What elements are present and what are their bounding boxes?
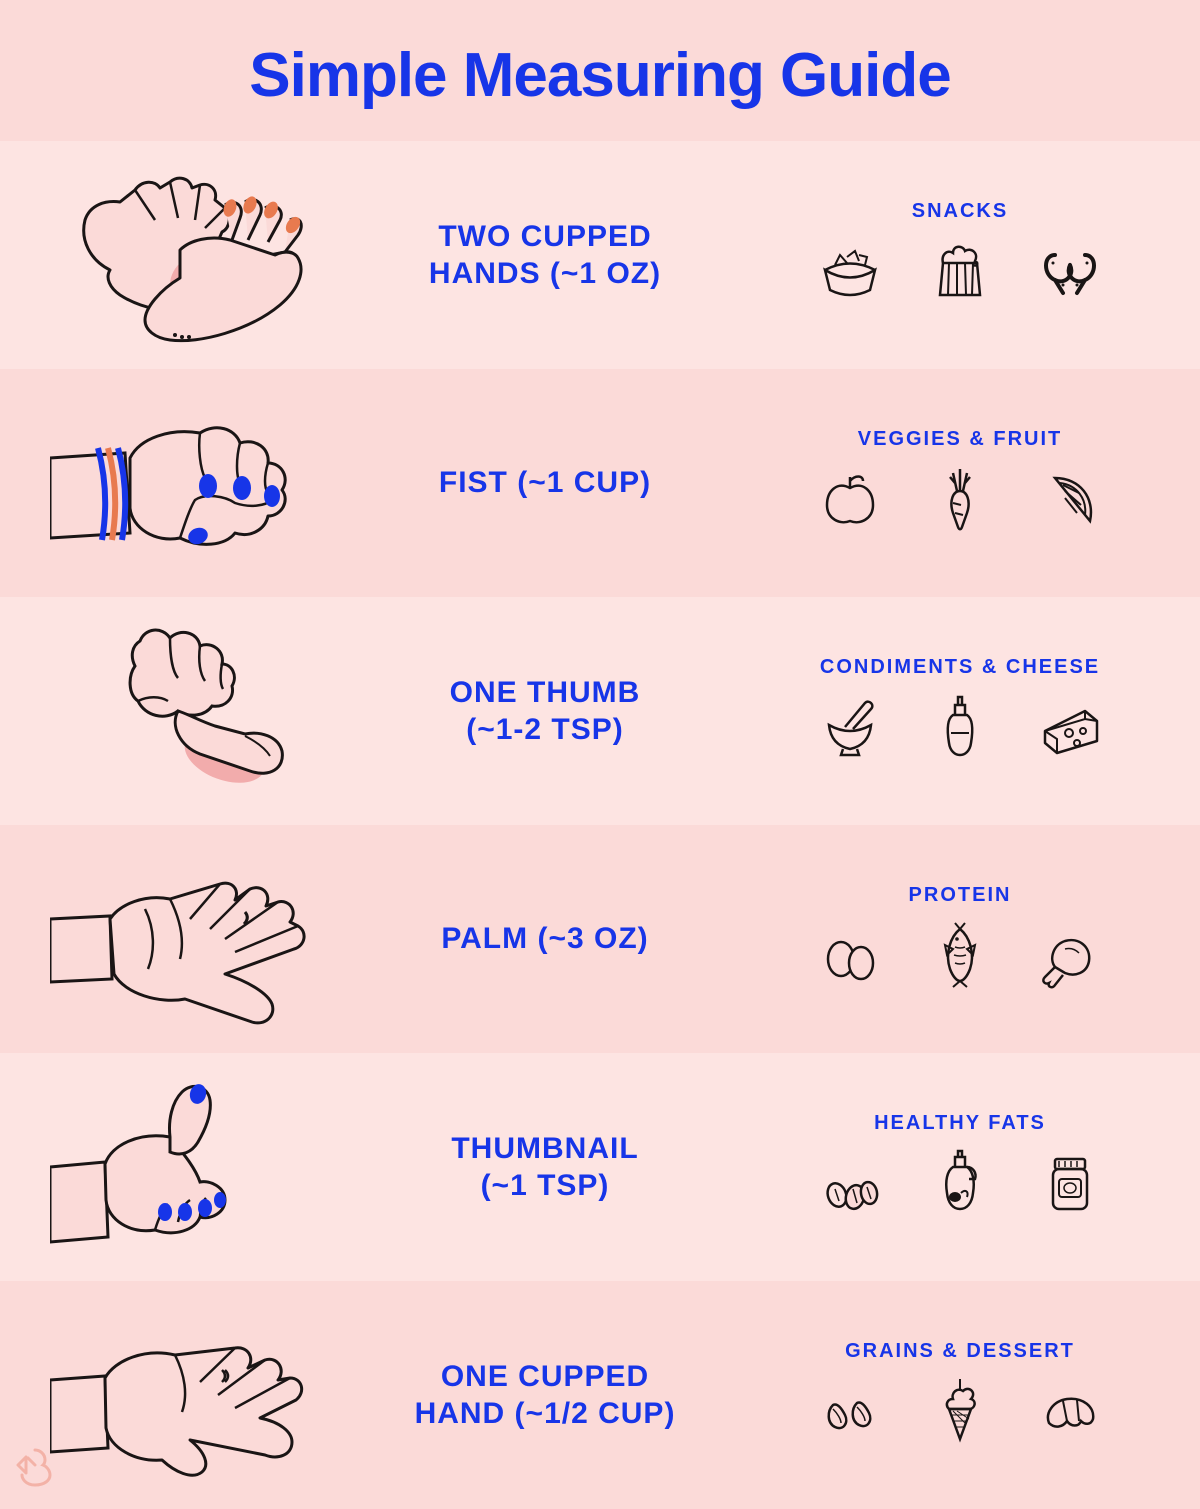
fish-icon: [925, 919, 995, 994]
thumb-illustration: [30, 616, 330, 806]
category-cell: VEGGIES & FRUIT: [760, 428, 1160, 538]
category-label: HEALTHY FATS: [874, 1112, 1046, 1135]
category-label: VEGGIES & FRUIT: [858, 428, 1062, 451]
carrot-icon: [925, 463, 995, 538]
measurement-label: ONE THUMB(~1-2 TSP): [330, 674, 760, 749]
sauce-bottle-icon: [925, 691, 995, 766]
measurement-label: ONE CUPPEDHAND (~1/2 CUP): [330, 1358, 760, 1433]
chips-bowl-icon: [815, 235, 885, 310]
measurement-line: PALM (~3 OZ): [340, 920, 750, 958]
food-icon-group: [815, 1147, 1105, 1222]
olive-oil-icon: [925, 1147, 995, 1222]
ice-cream-cone-icon: [925, 1375, 995, 1450]
page-title: Simple Measuring Guide: [0, 0, 1200, 141]
two-cupped-hands-illustration: [30, 160, 330, 350]
category-label: GRAINS & DESSERT: [845, 1340, 1075, 1363]
category-label: SNACKS: [912, 200, 1008, 223]
mortar-icon: [815, 691, 885, 766]
measurement-label: FIST (~1 CUP): [330, 464, 760, 502]
measurement-line: HANDS (~1 OZ): [340, 255, 750, 293]
measurement-line: ONE CUPPED: [340, 1358, 750, 1396]
measurement-line: FIST (~1 CUP): [340, 464, 750, 502]
thumbnail-illustration: [30, 1072, 330, 1262]
palm-illustration: [30, 844, 330, 1034]
category-label: PROTEIN: [909, 884, 1012, 907]
category-cell: HEALTHY FATS: [760, 1112, 1160, 1222]
measurement-line: THUMBNAIL: [340, 1130, 750, 1168]
apple-icon: [815, 463, 885, 538]
food-icon-group: [815, 691, 1105, 766]
food-icon-group: [815, 235, 1105, 310]
category-cell: PROTEIN: [760, 884, 1160, 994]
measurement-line: HAND (~1/2 CUP): [340, 1395, 750, 1433]
category-cell: GRAINS & DESSERT: [760, 1340, 1160, 1450]
measurement-label: PALM (~3 OZ): [330, 920, 760, 958]
measurement-line: (~1 TSP): [340, 1167, 750, 1205]
category-cell: CONDIMENTS & CHEESE: [760, 656, 1160, 766]
measure-row: ONE THUMB(~1-2 TSP) CONDIMENTS & CHEESE: [0, 597, 1200, 825]
category-cell: SNACKS: [760, 200, 1160, 310]
measurement-line: (~1-2 TSP): [340, 711, 750, 749]
measure-row: FIST (~1 CUP) VEGGIES & FRUIT: [0, 369, 1200, 597]
cheese-icon: [1035, 691, 1105, 766]
category-label: CONDIMENTS & CHEESE: [820, 656, 1100, 679]
eggs-icon: [815, 919, 885, 994]
measurement-label: TWO CUPPEDHANDS (~1 OZ): [330, 218, 760, 293]
food-icon-group: [815, 919, 1105, 994]
measure-row: THUMBNAIL(~1 TSP) HEALTHY FATS: [0, 1053, 1200, 1281]
pasta-icon: [815, 1375, 885, 1450]
one-cupped-hand-illustration: [30, 1300, 330, 1490]
nuts-icon: [815, 1147, 885, 1222]
brand-logo-icon: [10, 1440, 60, 1490]
popcorn-icon: [925, 235, 995, 310]
jar-icon: [1035, 1147, 1105, 1222]
chicken-leg-icon: [1035, 919, 1105, 994]
measure-row: ONE CUPPEDHAND (~1/2 CUP) GRAINS & DESSER…: [0, 1281, 1200, 1509]
measurement-line: TWO CUPPED: [340, 218, 750, 256]
pretzel-icon: [1035, 235, 1105, 310]
measure-row: PALM (~3 OZ) PROTEIN: [0, 825, 1200, 1053]
croissant-icon: [1035, 1375, 1105, 1450]
citrus-wedge-icon: [1035, 463, 1105, 538]
measurement-label: THUMBNAIL(~1 TSP): [330, 1130, 760, 1205]
food-icon-group: [815, 1375, 1105, 1450]
measure-row: TWO CUPPEDHANDS (~1 OZ) SNACKS: [0, 141, 1200, 369]
measurement-line: ONE THUMB: [340, 674, 750, 712]
fist-illustration: [30, 388, 330, 578]
food-icon-group: [815, 463, 1105, 538]
